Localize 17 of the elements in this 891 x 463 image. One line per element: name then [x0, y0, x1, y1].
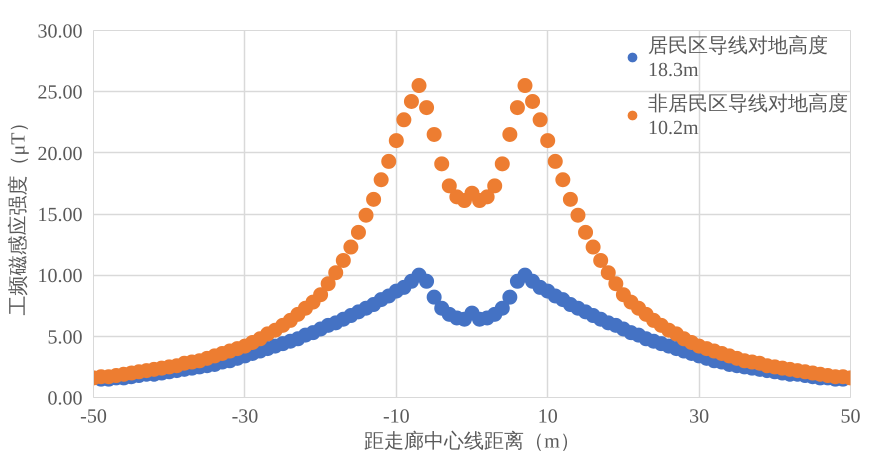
y-tick-label: 15.00 [38, 204, 82, 226]
x-tick-label: 10 [538, 406, 558, 428]
x-tick-label: -10 [382, 406, 410, 428]
y-tick-label: 20.00 [38, 142, 82, 165]
legend-label: 非居民区导线对地高度 10.2m [648, 92, 848, 140]
y-tick-label: 25.00 [38, 82, 82, 104]
y-axis-title: 工频磁感应强度（μT） [8, 112, 30, 316]
x-tick-label: 30 [689, 406, 710, 428]
x-tick-label: -50 [80, 406, 107, 428]
x-tick-label: -30 [232, 406, 258, 428]
y-tick-label: 5.00 [48, 326, 82, 348]
x-axis-title: 距走廊中心线距离（m） [364, 430, 580, 452]
legend-label: 居民区导线对地高度 18.3m [648, 34, 828, 82]
x-tick-label: 50 [840, 406, 860, 428]
y-tick-label: 10.00 [38, 265, 82, 288]
y-tick-label: 0.00 [48, 388, 82, 410]
y-tick-label: 30.00 [38, 20, 82, 42]
